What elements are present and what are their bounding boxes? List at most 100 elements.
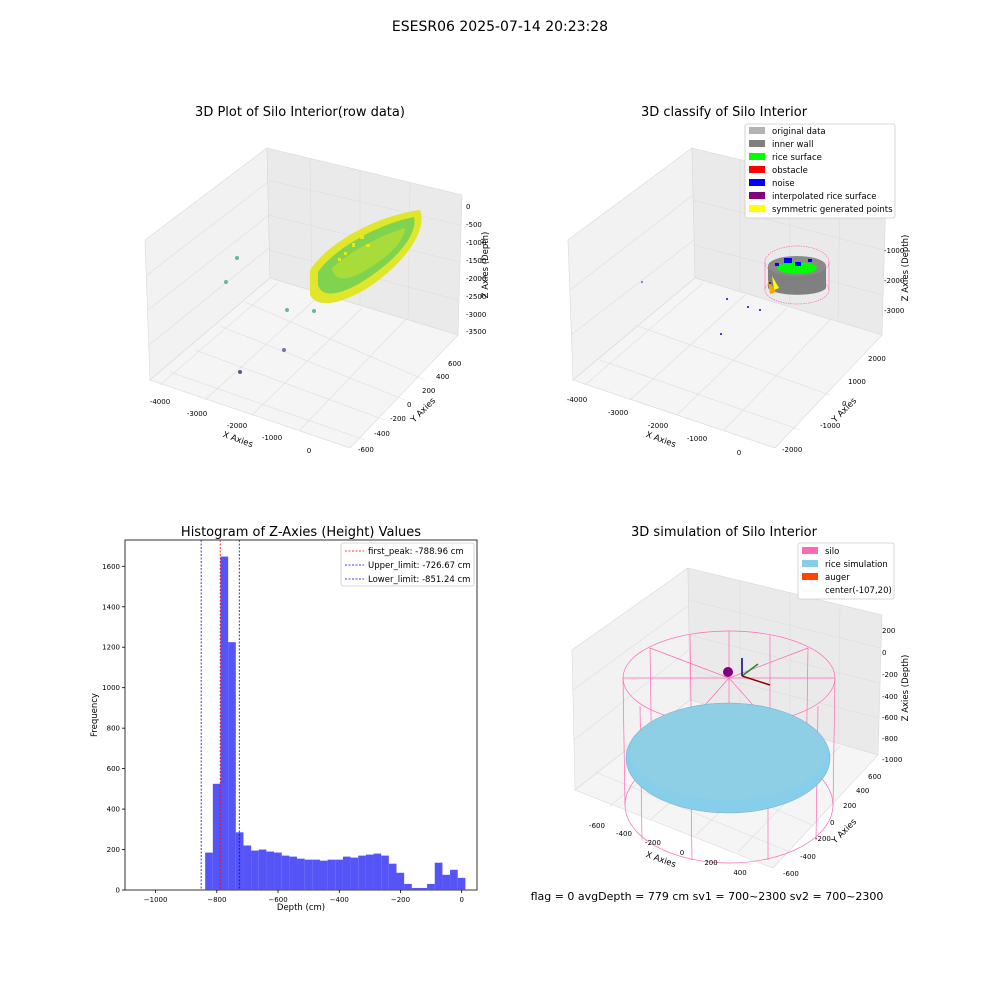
hist-y-axis: 0 200 400 600 800 1000 1200 1400 1600 (102, 563, 125, 895)
sim-z-tick: -400 (882, 693, 898, 701)
legend-swatch-silo (802, 547, 818, 554)
raw-z-tick: -1000 (466, 239, 486, 247)
cls-z-tick: -1000 (884, 247, 904, 255)
sim-y-tick: 600 (868, 773, 881, 781)
hist-bar (235, 832, 244, 890)
sim-x-tick: 200 (704, 859, 717, 867)
hist-bar (450, 869, 458, 890)
legend-label-rice-simulation: rice simulation (825, 560, 888, 570)
hist-bar (365, 854, 374, 890)
raw-y-tick: 400 (436, 373, 449, 381)
cls-y-tick: 1000 (848, 378, 866, 386)
legend-swatch-original-data (749, 127, 765, 134)
legend-swatch-rice-simulation (802, 560, 818, 567)
panel-classify-3d: 3D classify of Silo Interior (567, 105, 911, 457)
legend-swatch-obstacle (749, 166, 765, 173)
raw-z-tick: -1500 (466, 257, 486, 265)
cls-y-tick: -1000 (820, 422, 840, 430)
raw-y-tick: 600 (448, 360, 461, 368)
hist-bar (388, 863, 397, 890)
legend-label-original-data: original data (772, 127, 826, 137)
cls-x-tick: -4000 (567, 396, 587, 404)
sim-x-tick: 0 (680, 849, 684, 857)
cls-x-tick: -1000 (687, 435, 707, 443)
raw-z-tick: -2000 (466, 275, 486, 283)
hist-x-tick-label: −400 (330, 896, 349, 904)
hist-bar (396, 872, 405, 890)
raw-zlabel: Z Axies (Depth) (481, 232, 491, 299)
hist-x-tick-label: −800 (207, 896, 226, 904)
hist-ylabel: Frequency (90, 693, 100, 737)
hist-y-tick-label: 1400 (102, 603, 120, 611)
legend-swatch-interpolated (749, 192, 765, 199)
panel-histogram: Histogram of Z-Axies (Height) Values −10… (90, 525, 478, 913)
legend-label-upper-limit: Upper_limit: -726.67 cm (368, 561, 471, 571)
raw-x-tick: -2000 (227, 422, 247, 430)
hist-y-tick-label: 600 (107, 765, 120, 773)
hist-x-tick-label: 0 (459, 896, 463, 904)
panel-classify-title: 3D classify of Silo Interior (641, 105, 808, 120)
legend-swatch-auger (802, 573, 818, 580)
hist-y-tick-label: 800 (107, 725, 120, 733)
classified-cloud (641, 245, 830, 335)
raw-x-tick: -3000 (187, 410, 207, 418)
cls-z-tick: -2000 (884, 277, 904, 285)
sim-z-tick: -1000 (882, 756, 902, 764)
hist-bar (289, 856, 298, 890)
raw-x-tick: 0 (307, 447, 311, 455)
hist-bar (342, 856, 351, 890)
legend-label-first-peak: first_peak: -788.96 cm (368, 547, 464, 557)
legend-label-silo: silo (825, 547, 839, 557)
hist-bar (404, 883, 412, 890)
hist-bar (212, 783, 221, 890)
hist-bar (411, 887, 420, 890)
hist-bars (205, 556, 466, 890)
hist-y-tick-label: 400 (107, 806, 120, 814)
sim-z-tick: 0 (882, 649, 886, 657)
legend-swatch-rice-surface (749, 153, 765, 160)
hist-x-tick-label: −600 (268, 896, 287, 904)
legend-label-inner-wall: inner wall (772, 140, 813, 150)
hist-bar (312, 859, 320, 890)
hist-xlabel: Depth (cm) (277, 903, 325, 913)
sim-legend: silo rice simulation auger center(-107,2… (797, 542, 895, 600)
hist-bar (205, 852, 213, 890)
status-footer: flag = 0 avgDepth = 779 cm sv1 = 700~230… (531, 890, 884, 903)
hist-bar (228, 642, 236, 890)
hist-bar (251, 850, 259, 890)
hist-bar (350, 857, 359, 890)
raw-x-tick: -1000 (262, 434, 282, 442)
cls-x-tick: 0 (737, 449, 741, 457)
hist-bar (319, 860, 328, 890)
raw-ylabel: Y Axies (408, 396, 438, 426)
raw-xlabel: X Axies (221, 430, 254, 450)
hist-x-tick-label: −200 (391, 896, 410, 904)
sim-x-tick: 400 (733, 869, 746, 877)
sim-y-tick: -200 (815, 835, 831, 843)
legend-label-symmetric: symmetric generated points (772, 205, 893, 215)
hist-x-tick-label: −1000 (144, 896, 168, 904)
sim-z-tick: 200 (882, 627, 895, 635)
legend-label-obstacle: obstacle (772, 166, 808, 176)
cls-x-tick: -2000 (648, 422, 668, 430)
hist-bar (258, 849, 267, 890)
auger-marker (723, 658, 771, 686)
hist-vlines (200, 540, 240, 890)
cls-z-tick: -3000 (884, 307, 904, 315)
legend-label-lower-limit: Lower_limit: -851.24 cm (368, 575, 470, 585)
sim-x-tick: -400 (616, 830, 632, 838)
sim-x-tick: -600 (589, 822, 605, 830)
legend-label-rice-surface: rice surface (772, 153, 822, 163)
hist-bar (442, 874, 451, 890)
sim-y-tick: 0 (830, 819, 834, 827)
hist-bar (266, 851, 275, 890)
legend-label-auger: auger (825, 573, 850, 583)
panel-simulation-3d: 3D simulation of Silo Interior (571, 525, 911, 878)
cls-y-tick: -2000 (782, 446, 802, 454)
hist-bar (274, 852, 282, 890)
hist-x-axis: −1000 −800 −600 −400 −200 0 (144, 890, 464, 904)
hist-y-tick-label: 1000 (102, 684, 120, 692)
raw-z-tick: -3500 (466, 328, 486, 336)
raw-z-tick: -2500 (466, 293, 486, 301)
